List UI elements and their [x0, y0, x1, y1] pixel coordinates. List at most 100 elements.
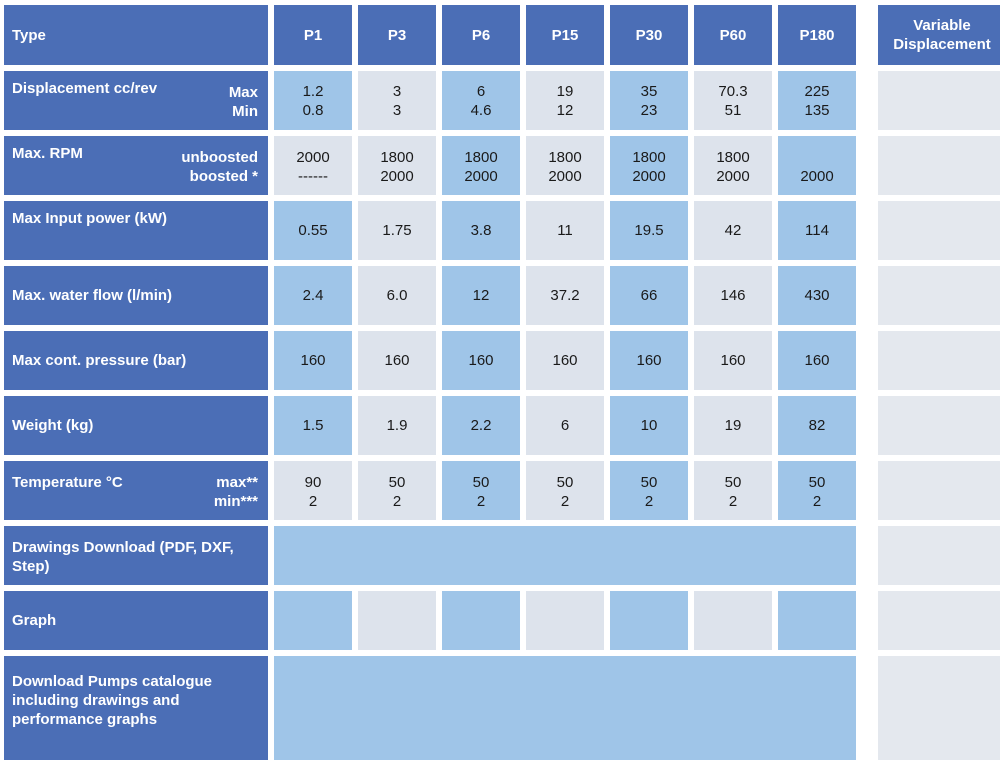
temperature-min-p180: 2: [812, 493, 822, 510]
column-gap: [862, 461, 872, 520]
displacement-max-p30: 35: [640, 82, 658, 100]
rpm-unboosted-p6: 1800: [464, 149, 498, 166]
temperature-p6: 50 2: [442, 461, 520, 520]
flow-variable: [878, 266, 1000, 325]
displacement-min-p30: 23: [640, 101, 658, 119]
catalogue-label-line3: performance graphs: [12, 711, 158, 728]
rpm-p30: 1800 2000: [610, 136, 688, 195]
pressure-value-p30: 160: [636, 352, 662, 369]
rpm-unboosted-p15: 1800: [548, 149, 582, 166]
column-gap: [862, 331, 872, 390]
pressure-p60: 160: [694, 331, 772, 390]
graph-p3[interactable]: [358, 591, 436, 650]
pressure-label: Max cont. pressure (bar): [12, 352, 187, 369]
pressure-value-p180: 160: [804, 352, 830, 369]
pressure-value-p15: 160: [552, 352, 578, 369]
header-type-label: Type: [12, 26, 46, 44]
row-header-rpm: Max. RPM unboosted boosted *: [4, 136, 268, 195]
power-value-p3: 1.75: [382, 222, 412, 239]
displacement-min-p1: 0.8: [302, 101, 324, 119]
column-gap: [862, 266, 872, 325]
displacement-max-p15: 19: [556, 82, 574, 100]
temperature-min-p30: 2: [644, 493, 654, 510]
drawings-variable: [878, 526, 1000, 585]
displacement-p60: 70.3 51: [694, 71, 772, 130]
temperature-max-p15: 50: [556, 474, 574, 491]
flow-p6: 12: [442, 266, 520, 325]
flow-value-p1: 2.4: [302, 287, 324, 304]
temperature-label: Temperature °C: [12, 474, 123, 491]
flow-value-p30: 66: [640, 287, 658, 304]
row-header-catalogue: Download Pumps catalogue including drawi…: [4, 656, 268, 760]
catalogue-download-area[interactable]: [274, 656, 856, 760]
displacement-sub-max: Max: [228, 84, 258, 101]
header-variable-line2: Displacement: [893, 36, 991, 53]
displacement-p15: 19 12: [526, 71, 604, 130]
weight-p60: 19: [694, 396, 772, 455]
flow-p180: 430: [778, 266, 856, 325]
weight-p180: 82: [778, 396, 856, 455]
power-p60: 42: [694, 201, 772, 260]
header-p15: P15: [526, 5, 604, 65]
flow-p1: 2.4: [274, 266, 352, 325]
flow-value-p15: 37.2: [550, 287, 580, 304]
graph-p15[interactable]: [526, 591, 604, 650]
header-p30-label: P30: [635, 26, 663, 44]
drawings-label-line2: Step): [12, 558, 50, 575]
power-p6: 3.8: [442, 201, 520, 260]
header-p60-label: P60: [719, 26, 747, 44]
temperature-min-p3: 2: [392, 493, 402, 510]
rpm-sublabels: unboosted boosted *: [181, 148, 258, 186]
weight-p6: 2.2: [442, 396, 520, 455]
header-p3-label: P3: [387, 26, 407, 44]
catalogue-variable: [878, 656, 1000, 760]
header-p180-label: P180: [799, 26, 835, 44]
flow-label: Max. water flow (l/min): [12, 287, 173, 304]
graph-p60[interactable]: [694, 591, 772, 650]
column-gap: [862, 201, 872, 260]
displacement-max-p180: 225: [804, 82, 830, 100]
header-p30: P30: [610, 5, 688, 65]
header-variable-line1: Variable: [913, 17, 971, 34]
power-variable: [878, 201, 1000, 260]
rpm-boosted-p180: 2000: [800, 168, 834, 185]
column-gap: [862, 136, 872, 195]
rpm-unboosted-p1: 2000: [296, 149, 330, 166]
displacement-max-p60: 70.3: [718, 82, 748, 100]
weight-value-p6: 2.2: [470, 417, 492, 434]
rpm-p60: 1800 2000: [694, 136, 772, 195]
power-value-p30: 19.5: [634, 222, 664, 239]
row-header-drawings: Drawings Download (PDF, DXF, Step): [4, 526, 268, 585]
graph-p180[interactable]: [778, 591, 856, 650]
weight-value-p30: 10: [640, 417, 658, 434]
weight-value-p15: 6: [560, 417, 570, 434]
flow-p30: 66: [610, 266, 688, 325]
graph-p1[interactable]: [274, 591, 352, 650]
catalogue-label-line2: including drawings and: [12, 692, 180, 709]
rpm-unboosted-p60: 1800: [716, 149, 750, 166]
rpm-p180: 2000: [778, 136, 856, 195]
column-gap: [862, 71, 872, 130]
drawings-label-line1: Drawings Download (PDF, DXF,: [12, 539, 234, 556]
row-header-weight: Weight (kg): [4, 396, 268, 455]
flow-p3: 6.0: [358, 266, 436, 325]
power-value-p15: 11: [557, 222, 573, 239]
graph-p30[interactable]: [610, 591, 688, 650]
drawings-download-area[interactable]: [274, 526, 856, 585]
graph-p6[interactable]: [442, 591, 520, 650]
header-p180: P180: [778, 5, 856, 65]
power-value-p180: 114: [805, 222, 829, 239]
pressure-value-p3: 160: [384, 352, 410, 369]
displacement-label: Displacement cc/rev: [12, 80, 158, 97]
pressure-p30: 160: [610, 331, 688, 390]
weight-label: Weight (kg): [12, 417, 94, 434]
power-value-p60: 42: [724, 222, 742, 239]
displacement-p6: 6 4.6: [442, 71, 520, 130]
power-value-p1: 0.55: [298, 222, 328, 239]
pressure-p1: 160: [274, 331, 352, 390]
pump-spec-table: Type P1 P3 P6 P15 P30 P60 P180 Variable …: [4, 5, 1000, 760]
rpm-p3: 1800 2000: [358, 136, 436, 195]
temperature-p60: 50 2: [694, 461, 772, 520]
weight-value-p1: 1.5: [302, 417, 324, 434]
weight-p15: 6: [526, 396, 604, 455]
